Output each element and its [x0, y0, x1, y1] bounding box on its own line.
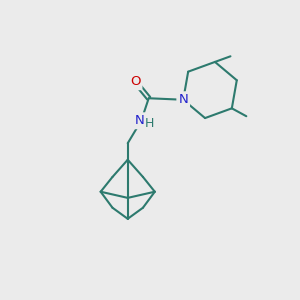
Text: O: O [130, 75, 140, 88]
Text: H: H [145, 117, 154, 130]
Text: N: N [178, 93, 188, 106]
Text: N: N [135, 114, 145, 127]
